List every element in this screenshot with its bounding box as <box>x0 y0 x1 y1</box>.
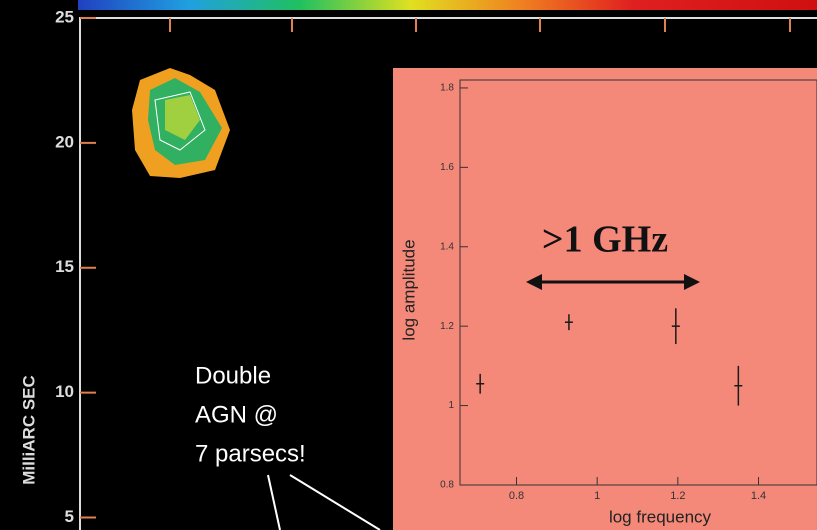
y-tick-label: 1.6 <box>440 162 454 173</box>
x-tick-label: 1.4 <box>751 490 766 502</box>
x-tick-label: 0.8 <box>509 490 524 502</box>
y-tick-label: 1.2 <box>440 321 454 332</box>
y-tick-label: 5 <box>65 507 74 526</box>
chart: 5 10 15 20 25 MilliARC SEC Double AGN @ 7 parsec… <box>0 0 817 530</box>
annotation: >1 GHz <box>542 219 668 261</box>
y-tick-label: 20 <box>55 132 74 151</box>
y-axis-label: log amplitude <box>399 239 418 340</box>
x-tick-label: 1.2 <box>670 490 685 502</box>
x-tick-label: 1 <box>594 490 600 502</box>
y-tick-label: 10 <box>55 382 74 401</box>
x-axis-label: log frequency <box>609 507 712 526</box>
annotation: 7 parsecs! <box>195 440 306 467</box>
radio-source <box>132 68 230 178</box>
annotation: Double <box>195 362 271 389</box>
color-bar <box>78 0 817 10</box>
inset-panel <box>393 68 817 530</box>
y-tick-label: 1 <box>448 400 454 411</box>
y-tick-label: 1.4 <box>440 241 454 252</box>
y-axis-label: MilliARC SEC <box>19 375 38 485</box>
y-tick-label: 15 <box>55 257 74 276</box>
page: 5 10 15 20 25 MilliARC SEC Double AGN @ 7 parsec… <box>0 0 817 530</box>
annotation: AGN @ <box>195 401 278 428</box>
top-ticks <box>170 18 790 32</box>
pointer-lines <box>268 475 380 530</box>
y-tick-label: 25 <box>55 7 74 26</box>
y-tick-label: 0.8 <box>440 480 454 491</box>
y-tick-label: 1.8 <box>440 83 454 94</box>
